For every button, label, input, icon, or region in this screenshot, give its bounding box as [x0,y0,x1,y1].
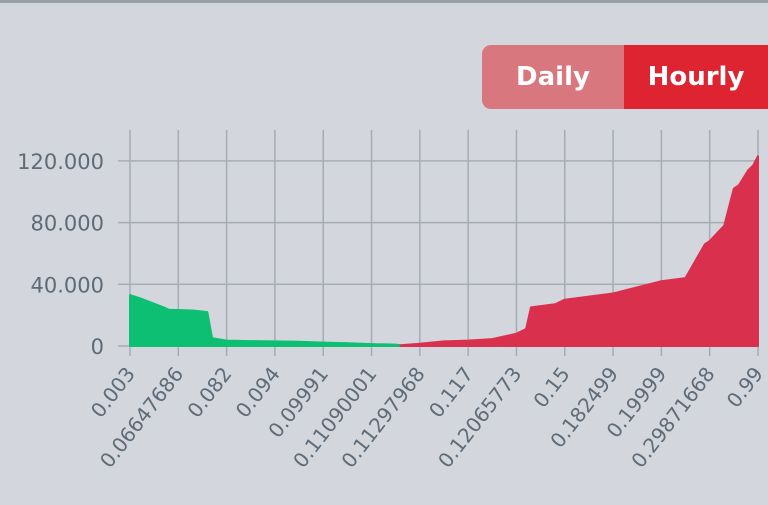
timeframe-toggle[interactable]: Daily Hourly [482,45,768,109]
ask-depth-area [399,155,759,347]
y-tick-label: 0 [91,335,104,359]
y-tick-label: 40.000 [31,273,104,297]
y-tick-label: 120.000 [17,150,104,174]
daily-button[interactable]: Daily [482,45,624,109]
y-axis: 0 40.000 80.000 120.000 [17,150,104,359]
hourly-button[interactable]: Hourly [624,45,768,109]
depth-areas [129,155,759,347]
bid-depth-area [129,294,402,347]
x-tick-label: 0.99 [722,362,768,412]
x-tick-label: 0.082 [182,362,236,422]
x-axis: 0.0030.066476860.0820.0940.099910.110900… [86,362,768,472]
top-divider [0,0,768,3]
y-tick-label: 80.000 [31,212,104,236]
x-tick-label: 0.15 [528,362,574,412]
